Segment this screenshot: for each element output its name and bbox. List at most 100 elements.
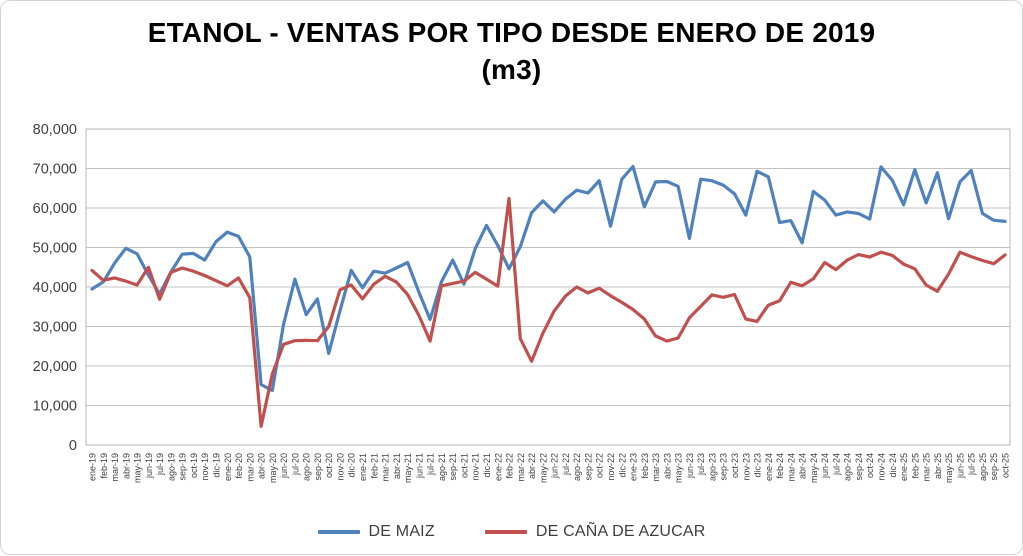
- x-axis-tick-label: dic-22: [617, 453, 627, 478]
- x-axis-tick-label: dic-23: [753, 453, 763, 478]
- chart-title: ETANOL - VENTAS POR TIPO DESDE ENERO DE …: [61, 15, 962, 89]
- x-axis-tick-label: ago-20: [302, 453, 312, 481]
- x-axis-tick-label: sep-21: [448, 453, 458, 481]
- x-axis-tick-label: abr-20: [257, 453, 267, 479]
- y-axis-tick-label: 50,000: [33, 241, 77, 257]
- x-axis-tick-label: abr-22: [527, 453, 537, 479]
- x-axis-tick-label: ago-19: [166, 453, 176, 481]
- x-axis-tick-label: sep-22: [583, 453, 593, 481]
- x-axis-tick-label: feb-21: [369, 453, 379, 479]
- x-axis-tick-label: jun-22: [550, 453, 560, 479]
- x-axis-tick-label: sep-20: [313, 453, 323, 481]
- x-axis-tick-label: jul-20: [290, 453, 300, 476]
- x-axis-tick-label: oct-23: [730, 453, 740, 478]
- x-axis-tick-label: mar-19: [110, 453, 120, 482]
- x-axis-tick-label: jun-20: [279, 453, 289, 479]
- x-axis-tick-label: sep-19: [178, 453, 188, 481]
- x-axis-tick-label: jun-24: [820, 453, 830, 479]
- x-axis-tick-label: abr-23: [662, 453, 672, 479]
- x-axis-tick-label: feb-22: [505, 453, 515, 479]
- x-axis-tick-label: oct-25: [1001, 453, 1011, 478]
- x-axis-tick-label: abr-24: [798, 453, 808, 479]
- x-axis-tick-label: dic-20: [347, 453, 357, 478]
- x-axis-tick-label: oct-21: [459, 453, 469, 478]
- x-axis-tick-label: ago-25: [978, 453, 988, 481]
- x-axis-tick-label: jul-23: [696, 453, 706, 476]
- x-axis-tick-label: jul-25: [967, 453, 977, 476]
- series-line-de-cana-de-azucar: [90, 196, 1007, 428]
- legend-label-de-maiz: DE MAIZ: [368, 523, 435, 540]
- x-axis-tick-label: jun-21: [414, 453, 424, 479]
- legend-line-swatch-de-maiz: [317, 530, 360, 534]
- x-axis-tick-label: feb-24: [775, 453, 785, 479]
- x-axis-tick-label: nov-24: [877, 453, 887, 481]
- y-axis-tick-label: 80,000: [33, 122, 77, 138]
- y-axis-tick-label: 30,000: [33, 320, 77, 336]
- chart-title-line1: ETANOL - VENTAS POR TIPO DESDE ENERO DE …: [147, 17, 876, 48]
- x-axis-tick-label: may-23: [674, 453, 684, 483]
- x-axis-tick-label: abr-19: [121, 453, 131, 479]
- x-axis-tick-label: may-24: [809, 453, 819, 483]
- x-axis-tick-label: ene-19: [88, 453, 98, 481]
- x-axis-tick-label: jul-19: [155, 453, 165, 476]
- x-axis-tick-label: sep-23: [719, 453, 729, 481]
- x-axis-tick-label: mar-25: [922, 453, 932, 482]
- x-axis-tick-label: nov-20: [335, 453, 345, 481]
- x-axis-tick-label: sep-25: [989, 453, 999, 481]
- x-axis-tick-label: mar-21: [381, 453, 391, 482]
- x-axis-tick-label: ago-23: [707, 453, 717, 481]
- x-axis-tick-label: may-19: [133, 453, 143, 483]
- chart-title-unit: (m3): [481, 53, 542, 85]
- x-axis-tick-label: jul-22: [561, 453, 571, 476]
- y-axis-tick-label: 0: [69, 438, 77, 454]
- x-axis-tick-label: mar-20: [245, 453, 255, 482]
- x-axis-tick-label: mar-22: [516, 453, 526, 482]
- x-axis-tick-label: feb-23: [640, 453, 650, 479]
- x-axis-tick-label: jul-24: [831, 453, 841, 476]
- legend: DE MAIZ DE CAÑA DE AZUCAR: [1, 523, 1022, 541]
- x-axis-tick-label: jun-19: [144, 453, 154, 479]
- legend-item-de-maiz: DE MAIZ: [317, 523, 435, 541]
- x-axis-tick-label: dic-19: [211, 453, 221, 478]
- x-axis-tick-label: oct-20: [324, 453, 334, 478]
- legend-item-de-cana-de-azucar: DE CAÑA DE AZUCAR: [484, 523, 706, 541]
- x-axis-tick-label: jun-25: [955, 453, 965, 479]
- x-axis-tick-label: may-21: [403, 453, 413, 483]
- y-axis-tick-label: 10,000: [33, 399, 77, 415]
- x-axis-tick-label: feb-20: [234, 453, 244, 479]
- x-axis-tick-label: ene-20: [223, 453, 233, 481]
- x-axis-tick-label: ago-24: [843, 453, 853, 481]
- x-axis-tick-label: ene-22: [493, 453, 503, 481]
- x-axis-tick-label: ene-25: [899, 453, 909, 481]
- x-axis-tick-label: feb-19: [99, 453, 109, 479]
- x-axis-tick-label: may-25: [944, 453, 954, 483]
- y-axis-tick-label: 60,000: [33, 201, 77, 217]
- x-axis-tick-label: mar-24: [786, 453, 796, 482]
- x-axis-tick-label: abr-25: [933, 453, 943, 479]
- x-axis-tick-label: sep-24: [854, 453, 864, 481]
- x-axis-tick-label: ene-24: [764, 453, 774, 481]
- x-axis-tick-label: mar-23: [651, 453, 661, 482]
- x-axis-tick-label: may-22: [538, 453, 548, 483]
- x-axis-tick-label: dic-24: [888, 453, 898, 478]
- y-axis-tick-label: 40,000: [33, 280, 77, 296]
- x-axis-tick-label: ene-23: [629, 453, 639, 481]
- y-axis-tick-label: 20,000: [33, 359, 77, 375]
- y-axis-tick-label: 70,000: [33, 162, 77, 178]
- x-axis-tick-label: may-20: [268, 453, 278, 483]
- x-axis-tick-label: ago-21: [437, 453, 447, 481]
- x-axis-tick-label: nov-19: [200, 453, 210, 481]
- legend-line-swatch-de-cana-de-azucar: [484, 530, 527, 534]
- x-axis-tick-label: oct-22: [595, 453, 605, 478]
- x-axis-tick-label: ene-21: [358, 453, 368, 481]
- series-line-de-maiz: [90, 164, 1007, 393]
- x-axis-tick-label: oct-19: [189, 453, 199, 478]
- x-axis-tick-label: ago-22: [572, 453, 582, 481]
- x-axis-tick-label: feb-25: [910, 453, 920, 479]
- x-axis-tick-label: nov-22: [606, 453, 616, 481]
- x-axis-tick-label: nov-21: [471, 453, 481, 481]
- x-axis-tick-label: jun-23: [685, 453, 695, 479]
- x-axis-tick-label: nov-23: [741, 453, 751, 481]
